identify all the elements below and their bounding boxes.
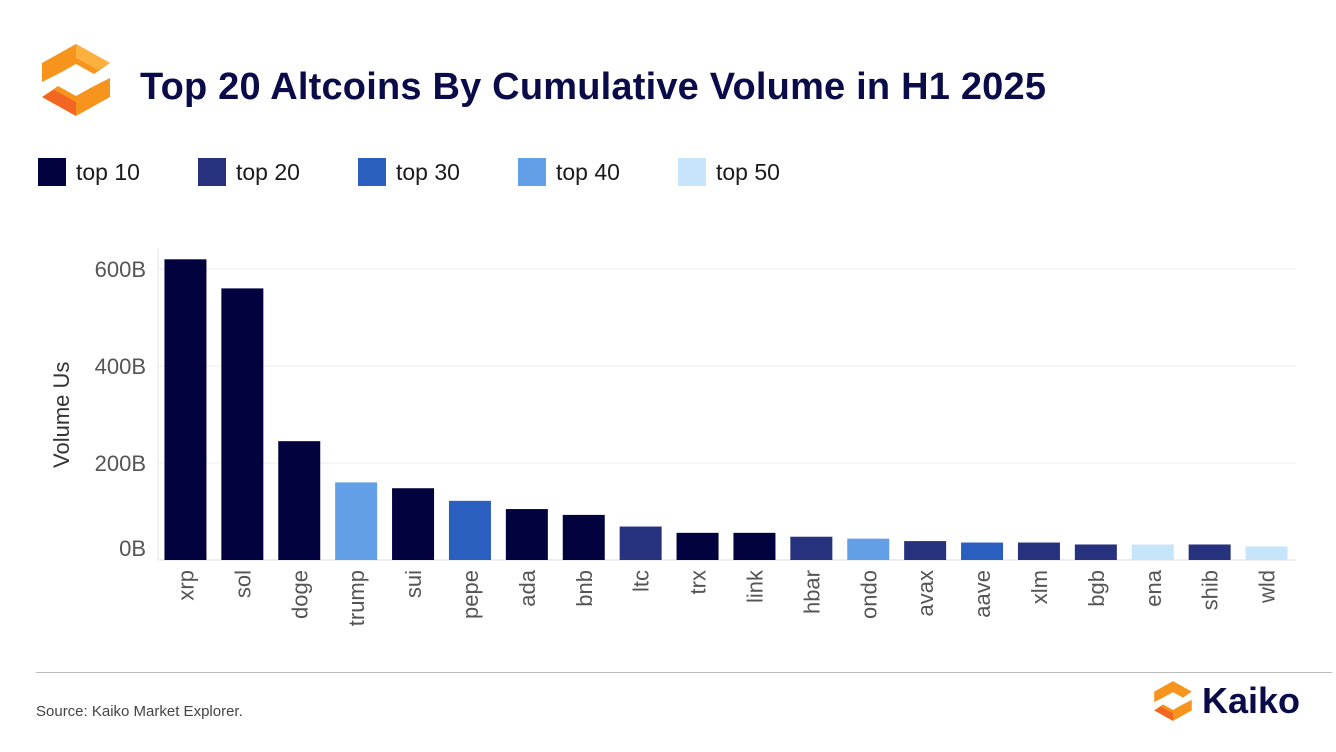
brand-name: Kaiko [1202, 680, 1301, 721]
chart-title: Top 20 Altcoins By Cumulative Volume in … [140, 66, 1047, 108]
chart-legend: top 10 top 20 top 30 top 40 top 50 [38, 158, 838, 186]
bar-trump [335, 482, 378, 560]
y-tick-label: 600B [95, 257, 146, 282]
bar-sol [221, 288, 264, 560]
x-tick-label-aave: aave [970, 570, 995, 618]
x-tick-label-ltc: ltc [629, 570, 654, 592]
bar-ada [505, 509, 548, 560]
x-tick-label-bgb: bgb [1084, 570, 1109, 607]
x-tick-label-sui: sui [401, 570, 426, 598]
bar-chart: 0B 200B 400B 600B xrp sol doge trump sui pepe ada b… [95, 248, 1296, 626]
x-tick-label-doge: doge [287, 570, 312, 619]
x-tick-label-bnb: bnb [572, 570, 597, 607]
y-tick-label: 0B [119, 536, 146, 561]
x-tick-label-xrp: xrp [173, 570, 198, 601]
legend-swatch [518, 158, 546, 186]
bar-sui [392, 488, 435, 560]
kaiko-brand-logo-icon [1154, 681, 1192, 721]
legend-swatch [38, 158, 66, 186]
legend-label: top 10 [76, 158, 140, 185]
bar-bnb [562, 514, 605, 560]
x-tick-label-xlm: xlm [1027, 570, 1052, 604]
legend-swatch [198, 158, 226, 186]
legend-label: top 50 [716, 158, 780, 185]
legend-item-top-20: top 20 [198, 158, 358, 186]
y-axis-label: Volume Us [49, 361, 74, 468]
x-tick-label-sol: sol [230, 570, 255, 598]
x-tick-label-shib: shib [1198, 570, 1223, 610]
bar-xlm [1017, 542, 1060, 560]
x-tick-label-avax: avax [913, 570, 938, 616]
x-tick-label-ena: ena [1141, 569, 1166, 606]
footer-divider [36, 672, 1332, 673]
legend-item-top-30: top 30 [358, 158, 518, 186]
bar-pepe [448, 500, 491, 560]
x-tick-label-ondo: ondo [856, 570, 881, 619]
source-note: Source: Kaiko Market Explorer. [36, 703, 243, 720]
bar-doge [278, 441, 321, 560]
legend-swatch [358, 158, 386, 186]
bar-xrp [164, 259, 207, 560]
bar-link [733, 532, 776, 560]
legend-item-top-50: top 50 [678, 158, 838, 186]
brand-mark: Kaiko [1150, 680, 1300, 722]
bar-bgb [1074, 544, 1117, 560]
legend-swatch [678, 158, 706, 186]
legend-label: top 30 [396, 158, 460, 185]
x-tick-label-trx: trx [686, 570, 711, 594]
bar-hbar [790, 536, 833, 560]
y-tick-label: 400B [95, 354, 146, 379]
x-tick-label-link: link [742, 569, 767, 603]
bar-ena [1131, 544, 1174, 560]
legend-item-top-40: top 40 [518, 158, 678, 186]
x-tick-label-wld: wld [1255, 570, 1280, 604]
bar-ondo [847, 538, 890, 560]
bar-aave [961, 542, 1004, 560]
bar-ltc [619, 526, 662, 560]
x-tick-label-hbar: hbar [799, 570, 824, 614]
kaiko-logo-icon [42, 44, 110, 116]
bar-trx [676, 532, 719, 560]
legend-label: top 20 [236, 158, 300, 185]
bar-shib [1188, 544, 1231, 560]
legend-label: top 40 [556, 158, 620, 185]
x-tick-label-ada: ada [515, 569, 540, 606]
bar-wld [1245, 546, 1288, 560]
x-tick-label-pepe: pepe [458, 570, 483, 619]
bar-avax [904, 541, 947, 560]
legend-item-top-10: top 10 [38, 158, 198, 186]
x-tick-label-trump: trump [344, 570, 369, 626]
y-tick-label: 200B [95, 451, 146, 476]
